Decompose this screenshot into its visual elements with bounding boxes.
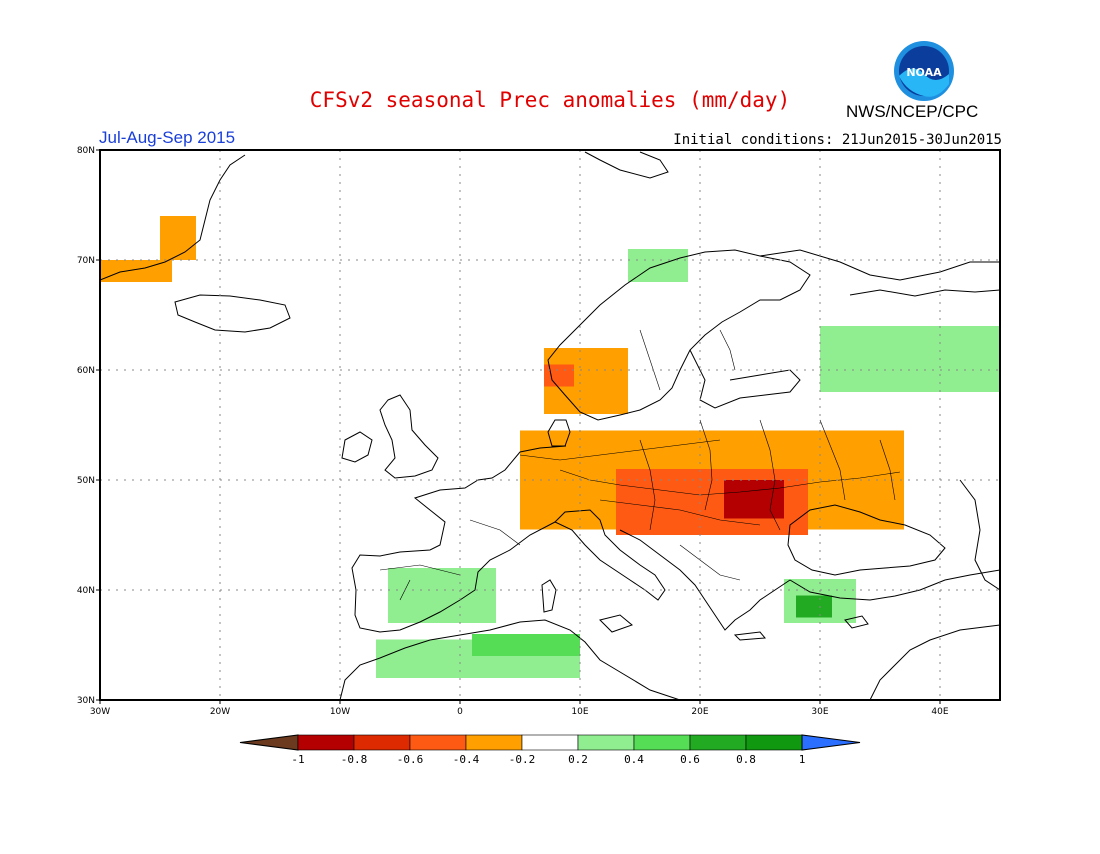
anomaly-region-4 — [544, 364, 574, 387]
colorbar-label: -1 — [291, 753, 304, 766]
logo-text: NOAA — [906, 66, 942, 79]
lon-tick-label: 0 — [457, 707, 463, 717]
colorbar-label: 0.8 — [736, 753, 756, 766]
colorbar-label: -0.2 — [509, 753, 536, 766]
colorbar-label: 0.6 — [680, 753, 700, 766]
lon-tick-label: 20E — [691, 707, 708, 717]
colorbar-swatch — [297, 734, 355, 751]
map-frame — [99, 149, 1001, 701]
lon-tick-label: 10W — [330, 707, 350, 717]
anomaly-region-9 — [820, 326, 1000, 392]
latitude-axis: 30N 40N 50N 60N 70N 80N — [77, 146, 100, 706]
lat-tick-label: 70N — [77, 256, 95, 266]
graticule — [100, 150, 1000, 700]
anomaly-region-7 — [388, 568, 496, 623]
agency-label: NWS/NCEP/CPC — [846, 102, 979, 121]
coastlines — [100, 151, 1000, 700]
colorbar-swatch — [577, 734, 635, 751]
colorbar-high-arrow — [801, 734, 861, 751]
colorbar-swatch — [745, 734, 803, 751]
colorbar-label: 0.4 — [624, 753, 644, 766]
anomaly-region-6 — [160, 216, 196, 260]
anomaly-region-3 — [724, 480, 784, 519]
lon-tick-label: 30W — [90, 707, 110, 717]
colorbar-label: -0.4 — [453, 753, 480, 766]
lat-tick-label: 60N — [77, 366, 95, 376]
lon-tick-label: 20W — [210, 707, 230, 717]
colorbar-low-arrow — [239, 734, 299, 751]
lat-tick-label: 30N — [77, 696, 95, 706]
colorbar-swatch — [409, 734, 467, 751]
lat-tick-label: 80N — [77, 146, 95, 156]
map-title: CFSv2 seasonal Prec anomalies (mm/day) — [309, 88, 791, 112]
colorbar-swatch — [521, 734, 579, 751]
colorbar-label: 1 — [799, 753, 806, 766]
colorbar-label: -0.6 — [397, 753, 424, 766]
lon-tick-label: 10E — [571, 707, 588, 717]
colorbar-label: 0.2 — [568, 753, 588, 766]
anomaly-region-12 — [472, 634, 580, 656]
colorbar-swatch — [633, 734, 691, 751]
lat-tick-label: 40N — [77, 586, 95, 596]
period-label: Jul-Aug-Sep 2015 — [99, 128, 236, 147]
colorbar-label: -0.8 — [341, 753, 368, 766]
country-borders — [379, 329, 901, 601]
initial-conditions-label: Initial conditions: 21Jun2015-30Jun2015 — [673, 132, 1002, 148]
colorbar-swatch — [465, 734, 523, 751]
lat-tick-label: 50N — [77, 476, 95, 486]
anomaly-region-11 — [796, 595, 832, 618]
anomaly-fills — [100, 216, 1000, 678]
noaa-logo-icon: NOAA — [893, 40, 955, 102]
colorbar: -1 -0.8 -0.6 -0.4 -0.2 0.2 0.4 0.6 0.8 1 — [239, 734, 861, 766]
colorbar-swatch — [689, 734, 747, 751]
lon-tick-label: 30E — [811, 707, 828, 717]
lon-tick-label: 40E — [931, 707, 948, 717]
longitude-axis: 30W 20W 10W 0 10E 20E 30E 40E — [90, 700, 949, 717]
colorbar-swatch — [353, 734, 411, 751]
